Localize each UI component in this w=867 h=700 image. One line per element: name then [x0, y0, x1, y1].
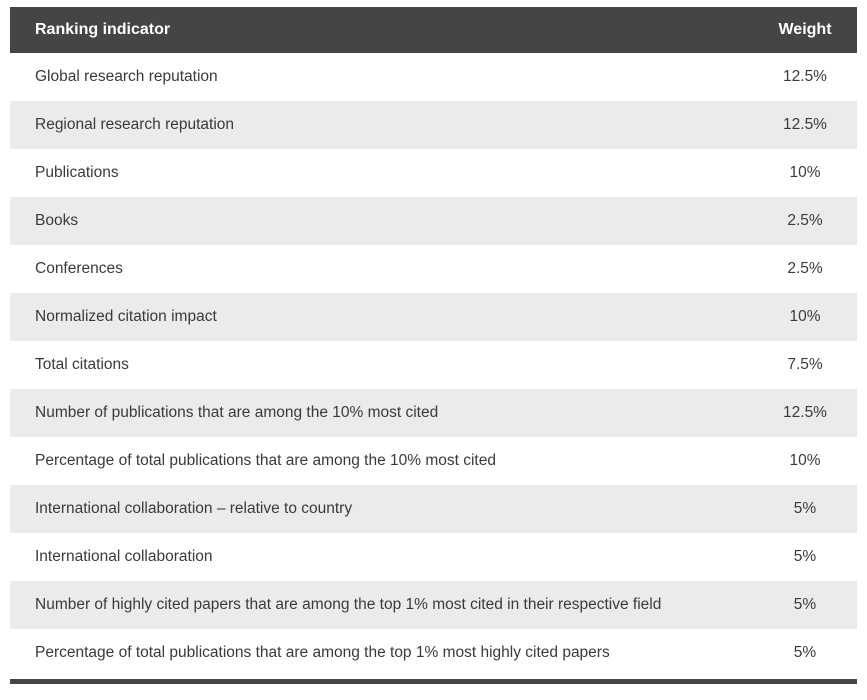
weight-cell: 7.5% [787, 356, 823, 373]
table-header-row: Ranking indicator Weight [10, 7, 857, 53]
table-row: Percentage of total publications that ar… [10, 437, 857, 485]
weight-cell: 12.5% [783, 68, 827, 85]
weight-cell: 12.5% [783, 404, 827, 421]
weight-cell: 10% [789, 164, 821, 181]
next-section-header-edge [10, 679, 857, 684]
ranking-indicator-cell: Normalized citation impact [35, 308, 217, 325]
weight-cell: 12.5% [783, 116, 827, 133]
ranking-indicator-cell: Books [35, 212, 79, 229]
ranking-indicator-cell: Total citations [35, 356, 129, 373]
weight-cell: 10% [789, 308, 821, 325]
table-body: Global research reputation 12.5% Regional … [10, 53, 857, 677]
weight-cell: 5% [793, 644, 817, 661]
column-header-weight: Weight [778, 21, 832, 38]
table-row: Number of publications that are among th… [10, 389, 857, 437]
weight-cell: 5% [793, 500, 817, 517]
table-row: Global research reputation 12.5% [10, 53, 857, 101]
ranking-indicator-cell: Percentage of total publications that ar… [35, 452, 496, 469]
table-row: Regional research reputation 12.5% [10, 101, 857, 149]
table-row: Percentage of total publications that ar… [10, 629, 857, 677]
table-row: Normalized citation impact 10% [10, 293, 857, 341]
column-header-ranking-indicator: Ranking indicator [35, 21, 171, 38]
ranking-indicator-cell: Publications [35, 164, 119, 181]
table-row: Books 2.5% [10, 197, 857, 245]
table-row: International collaboration 5% [10, 533, 857, 581]
ranking-indicators-table: Ranking indicator Weight Global research… [10, 7, 857, 684]
weight-cell: 2.5% [787, 260, 823, 277]
ranking-indicator-cell: Global research reputation [35, 68, 218, 85]
table-row: International collaboration – relative t… [10, 485, 857, 533]
weight-cell: 5% [793, 548, 817, 565]
table-row: Publications 10% [10, 149, 857, 197]
weight-cell: 10% [789, 452, 821, 469]
ranking-indicator-cell: Number of publications that are among th… [35, 404, 439, 421]
table-row: Conferences 2.5% [10, 245, 857, 293]
ranking-indicator-cell: Percentage of total publications that ar… [35, 644, 610, 661]
table-row: Number of highly cited papers that are a… [10, 581, 857, 629]
ranking-indicator-cell: International collaboration [35, 548, 213, 565]
ranking-indicator-cell: Regional research reputation [35, 116, 235, 133]
table-row: Total citations 7.5% [10, 341, 857, 389]
weight-cell: 5% [793, 596, 817, 613]
ranking-indicator-cell: Conferences [35, 260, 123, 277]
weight-cell: 2.5% [787, 212, 823, 229]
ranking-indicator-cell: International collaboration – relative t… [35, 500, 353, 517]
ranking-indicator-cell: Number of highly cited papers that are a… [35, 596, 662, 613]
